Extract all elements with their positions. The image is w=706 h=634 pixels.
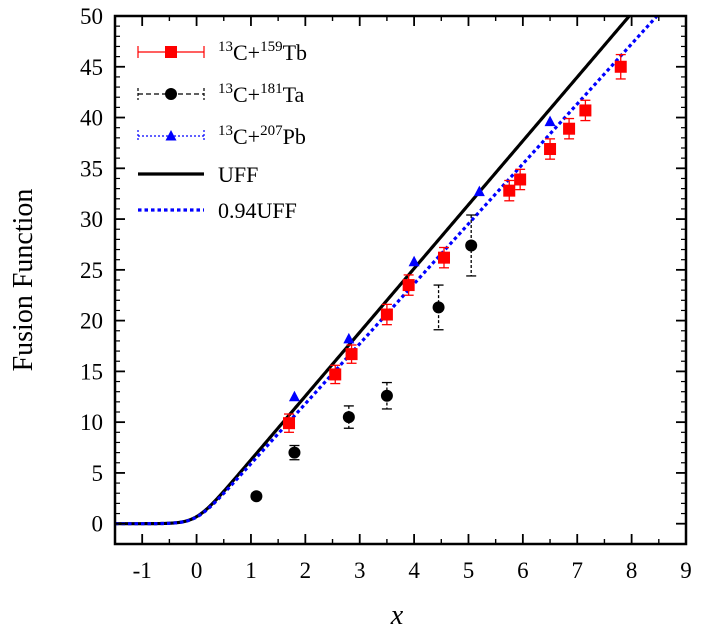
tb-square-marker — [544, 143, 557, 156]
tb-square-marker — [329, 368, 342, 381]
legend-mass-number: 13 — [218, 39, 233, 55]
x-tick-label: 6 — [517, 558, 529, 583]
legend-entry: 13C+207Pb — [137, 123, 306, 149]
y-tick-label: 15 — [80, 359, 103, 384]
y-axis-label: Fusion Function — [8, 189, 39, 372]
ta-circle-marker — [165, 88, 177, 100]
y-tick-label: 5 — [92, 461, 104, 486]
pb-triangle-marker — [165, 130, 177, 141]
y-tick-label: 0 — [92, 512, 104, 537]
tb-square-marker — [380, 308, 393, 321]
x-axis-label: x — [390, 600, 404, 631]
legend-element: Pb — [283, 124, 306, 149]
pb-triangle-marker — [473, 185, 485, 197]
y-tick-label: 25 — [80, 258, 103, 283]
tb-square-marker — [514, 173, 527, 186]
x-tick-label: 5 — [463, 558, 475, 583]
y-tick-label: 10 — [80, 410, 103, 435]
pb-triangle-marker — [288, 390, 300, 402]
tb-square-marker — [283, 417, 296, 430]
y-tick-label: 30 — [80, 207, 103, 232]
ta-circle-marker — [250, 490, 263, 503]
legend-entry: 0.94UFF — [138, 198, 297, 223]
data-markers — [250, 53, 627, 503]
legend-label: 0.94UFF — [218, 198, 297, 223]
legend-label: 13C+207Pb — [218, 123, 306, 149]
legend-mass-number: 159 — [260, 39, 283, 55]
ta-circle-marker — [380, 389, 393, 402]
x-tick-label: 8 — [626, 558, 638, 583]
legend-entry: UFF — [138, 162, 258, 187]
x-tick-label: 9 — [680, 558, 692, 583]
ta-circle-marker — [465, 239, 478, 252]
y-tick-label: 50 — [80, 4, 103, 29]
tb-square-marker — [614, 60, 627, 73]
legend-element: Ta — [283, 82, 305, 107]
x-tick-label: 2 — [300, 558, 312, 583]
legend-mass-number: 13 — [218, 123, 233, 139]
legend-element: C+ — [233, 82, 260, 107]
legend-element: Tb — [283, 40, 307, 65]
tb-square-marker — [579, 104, 592, 117]
tb-square-marker — [402, 279, 415, 292]
legend-element: C+ — [233, 124, 260, 149]
ta-circle-marker — [342, 411, 355, 424]
legend-element: C+ — [233, 40, 260, 65]
x-tick-label: 7 — [571, 558, 583, 583]
y-tick-label: 35 — [80, 156, 103, 181]
legend-entry: 13C+159Tb — [137, 39, 307, 65]
legend-mass-number: 181 — [260, 81, 283, 97]
legend-mass-number: 207 — [260, 123, 283, 139]
tb-square-marker — [503, 184, 516, 197]
x-tick-label: 4 — [408, 558, 420, 583]
tb-square-marker — [563, 122, 576, 135]
y-tick-label: 40 — [80, 106, 103, 131]
plot-frame — [113, 14, 688, 546]
uff-094-curve — [115, 16, 660, 526]
x-tick-label: 3 — [354, 558, 366, 583]
x-tick-label: 1 — [245, 558, 257, 583]
ta-circle-marker — [288, 446, 301, 459]
y-tick-label: 20 — [80, 309, 103, 334]
fusion-curves — [115, 16, 660, 526]
ta-circle-marker — [432, 301, 445, 314]
tb-square-marker — [345, 348, 358, 361]
legend-label: UFF — [218, 162, 258, 187]
x-tick-label: -1 — [133, 558, 152, 583]
y-tick-label: 45 — [80, 55, 103, 80]
pb-triangle-marker — [544, 115, 556, 127]
pb-triangle-marker — [408, 255, 420, 267]
legend-mass-number: 13 — [218, 81, 233, 97]
x-tick-label: 0 — [191, 558, 203, 583]
pb-triangle-marker — [343, 332, 355, 344]
tb-square-marker — [438, 251, 451, 264]
legend-label: 13C+159Tb — [218, 39, 307, 65]
legend-entry: 13C+181Ta — [137, 81, 304, 107]
tb-square-marker — [165, 46, 177, 58]
legend-label: 13C+181Ta — [218, 81, 304, 107]
